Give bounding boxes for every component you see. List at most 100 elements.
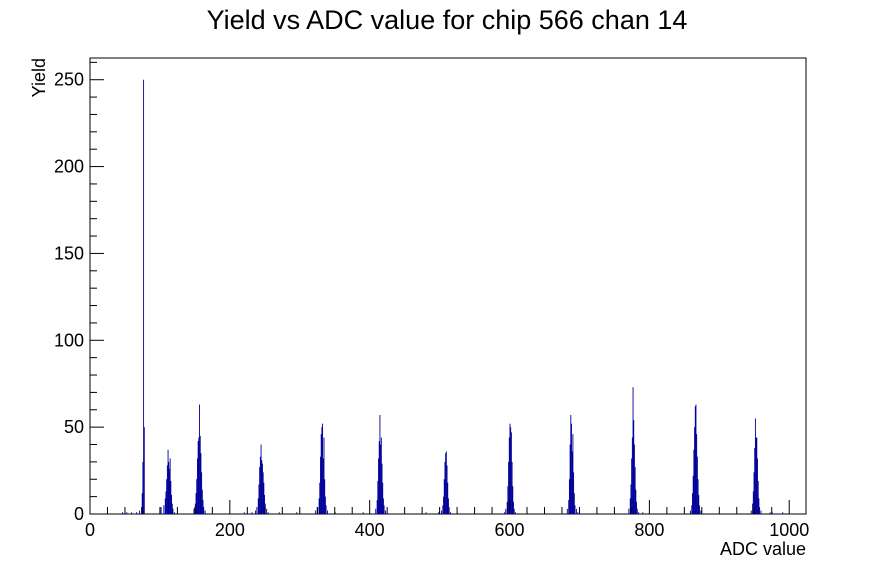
histogram-bar [169,468,170,514]
histogram-bar [769,512,771,514]
histogram-bar [438,512,440,514]
histogram-bar [512,486,514,514]
histogram-bar [448,507,450,514]
histogram-bar [141,493,143,514]
histogram-bar [259,467,261,514]
histogram-bar [165,491,167,514]
histogram-bar [754,418,756,514]
histogram-bar [695,404,697,514]
histogram-bar [201,472,203,514]
histogram-bar [443,479,445,514]
histogram-bar [630,484,632,514]
histogram-bar [513,508,515,514]
histogram-bar [377,480,379,514]
histogram-bar [196,458,198,514]
histogram-bar [375,508,377,514]
histogram-bar [571,423,572,514]
histogram-bar [263,482,265,514]
histogram-bar [315,510,317,514]
histogram-bar [699,505,700,514]
histogram-bar [322,423,324,514]
histogram-bar [172,508,174,514]
y-tick-label: 200 [54,157,84,177]
histogram-bar [631,437,633,514]
histogram-bar [425,512,427,514]
histogram-bar [318,498,320,514]
histogram-bar [320,434,322,514]
histogram-bar [700,510,702,514]
y-tick-label: 0 [74,504,84,524]
histogram-bar [632,387,634,514]
histogram-bar [202,500,204,514]
histogram-bar [199,404,200,514]
x-tick-label: 200 [215,520,245,540]
histogram-bar [257,498,259,514]
histogram-bar [569,444,571,514]
histogram-bar [510,432,512,514]
histogram-bar [256,507,258,514]
histogram-bar [759,507,761,514]
histogram-bar [508,437,510,514]
histogram-bar [143,427,145,514]
histogram-bar [171,503,173,514]
histogram-bar [577,512,579,514]
histogram-bar [638,512,640,514]
histogram-bar [200,453,202,514]
histogram-bar [571,451,573,514]
histogram-bar [568,500,570,514]
histogram-bar [503,512,505,514]
histogram-bar [258,484,260,514]
histogram-bar [442,505,444,514]
histogram-bar [755,437,757,514]
histogram-bar [441,510,442,514]
histogram-bar [203,507,205,514]
chart-title: Yield vs ADC value for chip 566 chan 14 [207,5,688,35]
histogram-bar [136,512,138,514]
x-tick-label: 800 [634,520,664,540]
y-tick-label: 100 [54,330,84,350]
histogram-bar [204,510,206,514]
histogram-bar [509,423,511,514]
y-axis-ticks: 0 50 100 150 200 250 [54,61,104,524]
histogram-bar [322,458,324,514]
plot-frame [89,57,807,515]
histogram-bar [380,437,382,514]
histogram-bar [634,467,636,514]
x-axis-label: ADC value [720,539,806,559]
histogram-bar [261,460,263,514]
histogram-bar [122,512,124,514]
histogram-bar [168,461,170,514]
histogram-bar [642,512,644,514]
histogram-bar [262,472,264,514]
histogram-bar [138,510,140,514]
histogram-bar [629,498,631,514]
histogram-bar [143,79,145,515]
histogram-bar [381,463,383,514]
histogram-bar [697,479,699,514]
histogram-bar [752,491,754,514]
histogram-bar [575,508,577,514]
histogram-bar [513,501,514,514]
histogram-bar [266,508,268,514]
histogram-bar [382,498,384,514]
histogram-bar [508,461,510,514]
histogram-bar [199,435,201,514]
histogram-bar [260,444,262,514]
histogram-bar [163,505,165,514]
histogram-bar [379,414,381,514]
histogram-bar [324,479,326,514]
histogram-bar [631,458,633,514]
histogram-bar [756,437,758,514]
histogram-bar [446,465,448,514]
histogram-bar [325,505,327,514]
x-tick-label: 600 [495,520,525,540]
histogram-bar [255,510,256,514]
histogram-bars [122,79,784,515]
histogram-bar [382,482,384,514]
histogram-bar [633,420,635,514]
histogram-bar [752,503,754,514]
histogram-bar [196,479,198,514]
x-tick-label: 0 [85,520,95,540]
histogram-bar [319,482,321,514]
